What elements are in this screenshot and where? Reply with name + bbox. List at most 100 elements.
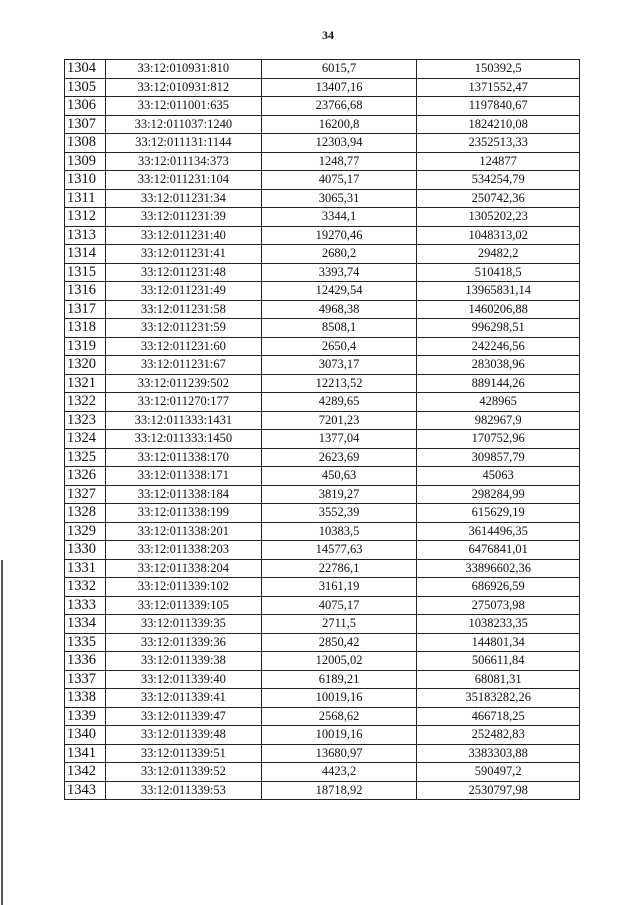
cost-value: 428965 bbox=[416, 392, 580, 412]
cost-value: 29482,2 bbox=[416, 244, 580, 264]
page-number: 34 bbox=[322, 28, 334, 42]
cadastral-number: 33:12:011037:1240 bbox=[104, 114, 262, 134]
cost-value: 242246,56 bbox=[416, 336, 580, 356]
cost-value: 3383303,88 bbox=[416, 743, 580, 763]
table-row: 1320 33:12:011231:67 3073,17 283038,96 bbox=[64, 355, 580, 375]
table-row: 1319 33:12:011231:60 2650,4 242246,56 bbox=[64, 336, 580, 356]
cadastral-number: 33:12:011001:635 bbox=[104, 96, 262, 116]
cost-value: 1038233,35 bbox=[416, 614, 580, 634]
table-row: 1337 33:12:011339:40 6189,21 68081,31 bbox=[64, 669, 580, 689]
area-value: 4289,65 bbox=[260, 392, 418, 412]
row-number: 1338 bbox=[64, 688, 106, 708]
row-number: 1313 bbox=[64, 225, 106, 245]
row-number: 1314 bbox=[64, 244, 106, 264]
cost-value: 1371552,47 bbox=[416, 77, 580, 97]
row-number: 1326 bbox=[64, 466, 106, 486]
area-value: 1248,77 bbox=[260, 151, 418, 171]
area-value: 2850,42 bbox=[260, 632, 418, 652]
cost-value: 275073,98 bbox=[416, 595, 580, 615]
table-row: 1321 33:12:011239:502 12213,52 889144,26 bbox=[64, 373, 580, 393]
area-value: 16200,8 bbox=[260, 114, 418, 134]
table-row: 1323 33:12:011333:1431 7201,23 982967,9 bbox=[64, 410, 580, 430]
area-value: 22786,1 bbox=[260, 558, 418, 578]
table-row: 1305 33:12:010931:812 13407,16 1371552,47 bbox=[64, 77, 580, 97]
cadastral-number: 33:12:011339:53 bbox=[104, 780, 262, 800]
table-row: 1310 33:12:011231:104 4075,17 534254,79 bbox=[64, 170, 580, 190]
cadastral-number: 33:12:011270:177 bbox=[104, 392, 262, 412]
cadastral-table: 1304 33:12:010931:810 6015,7 150392,5 1305 33… bbox=[64, 59, 580, 800]
cost-value: 889144,26 bbox=[416, 373, 580, 393]
area-value: 8508,1 bbox=[260, 318, 418, 338]
table-row: 1333 33:12:011339:105 4075,17 275073,98 bbox=[64, 595, 580, 615]
table-row: 1329 33:12:011338:201 10383,5 3614496,35 bbox=[64, 521, 580, 541]
area-value: 10383,5 bbox=[260, 521, 418, 541]
table-row: 1311 33:12:011231:34 3065,31 250742,36 bbox=[64, 188, 580, 208]
cost-value: 13965831,14 bbox=[416, 281, 580, 301]
row-number: 1341 bbox=[64, 743, 106, 763]
row-number: 1328 bbox=[64, 503, 106, 523]
cost-value: 45063 bbox=[416, 466, 580, 486]
row-number: 1309 bbox=[64, 151, 106, 171]
cadastral-number: 33:12:011231:104 bbox=[104, 170, 262, 190]
cadastral-number: 33:12:011131:1144 bbox=[104, 133, 262, 153]
row-number: 1307 bbox=[64, 114, 106, 134]
table-row: 1314 33:12:011231:41 2680,2 29482,2 bbox=[64, 244, 580, 264]
cost-value: 506611,84 bbox=[416, 651, 580, 671]
table-row: 1334 33:12:011339:35 2711,5 1038233,35 bbox=[64, 614, 580, 634]
table-row: 1326 33:12:011338:171 450,63 45063 bbox=[64, 466, 580, 486]
row-number: 1335 bbox=[64, 632, 106, 652]
row-number: 1327 bbox=[64, 484, 106, 504]
cost-value: 1460206,88 bbox=[416, 299, 580, 319]
cadastral-number: 33:12:011338:199 bbox=[104, 503, 262, 523]
area-value: 3161,19 bbox=[260, 577, 418, 597]
cadastral-number: 33:12:011339:38 bbox=[104, 651, 262, 671]
table-row: 1338 33:12:011339:41 10019,16 35183282,26 bbox=[64, 688, 580, 708]
row-number: 1323 bbox=[64, 410, 106, 430]
table-body: 1304 33:12:010931:810 6015,7 150392,5 1305 33… bbox=[64, 59, 580, 800]
cost-value: 35183282,26 bbox=[416, 688, 580, 708]
row-number: 1311 bbox=[64, 188, 106, 208]
table-row: 1342 33:12:011339:52 4423,2 590497,2 bbox=[64, 762, 580, 782]
area-value: 1377,04 bbox=[260, 429, 418, 449]
area-value: 7201,23 bbox=[260, 410, 418, 430]
area-value: 3552,39 bbox=[260, 503, 418, 523]
table-row: 1317 33:12:011231:58 4968,38 1460206,88 bbox=[64, 299, 580, 319]
row-number: 1325 bbox=[64, 447, 106, 467]
table-row: 1318 33:12:011231:59 8508,1 996298,51 bbox=[64, 318, 580, 338]
row-number: 1316 bbox=[64, 281, 106, 301]
cadastral-number: 33:12:011338:171 bbox=[104, 466, 262, 486]
cost-value: 466718,25 bbox=[416, 706, 580, 726]
row-number: 1334 bbox=[64, 614, 106, 634]
cost-value: 982967,9 bbox=[416, 410, 580, 430]
cadastral-number: 33:12:011339:48 bbox=[104, 725, 262, 745]
cost-value: 6476841,01 bbox=[416, 540, 580, 560]
cost-value: 68081,31 bbox=[416, 669, 580, 689]
row-number: 1321 bbox=[64, 373, 106, 393]
table-row: 1324 33:12:011333:1450 1377,04 170752,96 bbox=[64, 429, 580, 449]
area-value: 6015,7 bbox=[260, 59, 418, 79]
area-value: 2711,5 bbox=[260, 614, 418, 634]
cost-value: 250742,36 bbox=[416, 188, 580, 208]
table-row: 1335 33:12:011339:36 2850,42 144801,34 bbox=[64, 632, 580, 652]
table-row: 1304 33:12:010931:810 6015,7 150392,5 bbox=[64, 59, 580, 79]
cadastral-number: 33:12:011231:34 bbox=[104, 188, 262, 208]
cost-value: 1048313,02 bbox=[416, 225, 580, 245]
cost-value: 1197840,67 bbox=[416, 96, 580, 116]
table-row: 1343 33:12:011339:53 18718,92 2530797,98 bbox=[64, 780, 580, 800]
area-value: 12303,94 bbox=[260, 133, 418, 153]
area-value: 13407,16 bbox=[260, 77, 418, 97]
cadastral-number: 33:12:011231:67 bbox=[104, 355, 262, 375]
cadastral-number: 33:12:010931:812 bbox=[104, 77, 262, 97]
cadastral-number: 33:12:011134:373 bbox=[104, 151, 262, 171]
table-row: 1307 33:12:011037:1240 16200,8 1824210,08 bbox=[64, 114, 580, 134]
row-number: 1340 bbox=[64, 725, 106, 745]
cadastral-number: 33:12:011339:36 bbox=[104, 632, 262, 652]
cadastral-number: 33:12:011231:48 bbox=[104, 262, 262, 282]
table-row: 1325 33:12:011338:170 2623,69 309857,79 bbox=[64, 447, 580, 467]
area-value: 4075,17 bbox=[260, 170, 418, 190]
area-value: 10019,16 bbox=[260, 688, 418, 708]
area-value: 6189,21 bbox=[260, 669, 418, 689]
cadastral-number: 33:12:011338:204 bbox=[104, 558, 262, 578]
cost-value: 170752,96 bbox=[416, 429, 580, 449]
cadastral-number: 33:12:011339:47 bbox=[104, 706, 262, 726]
